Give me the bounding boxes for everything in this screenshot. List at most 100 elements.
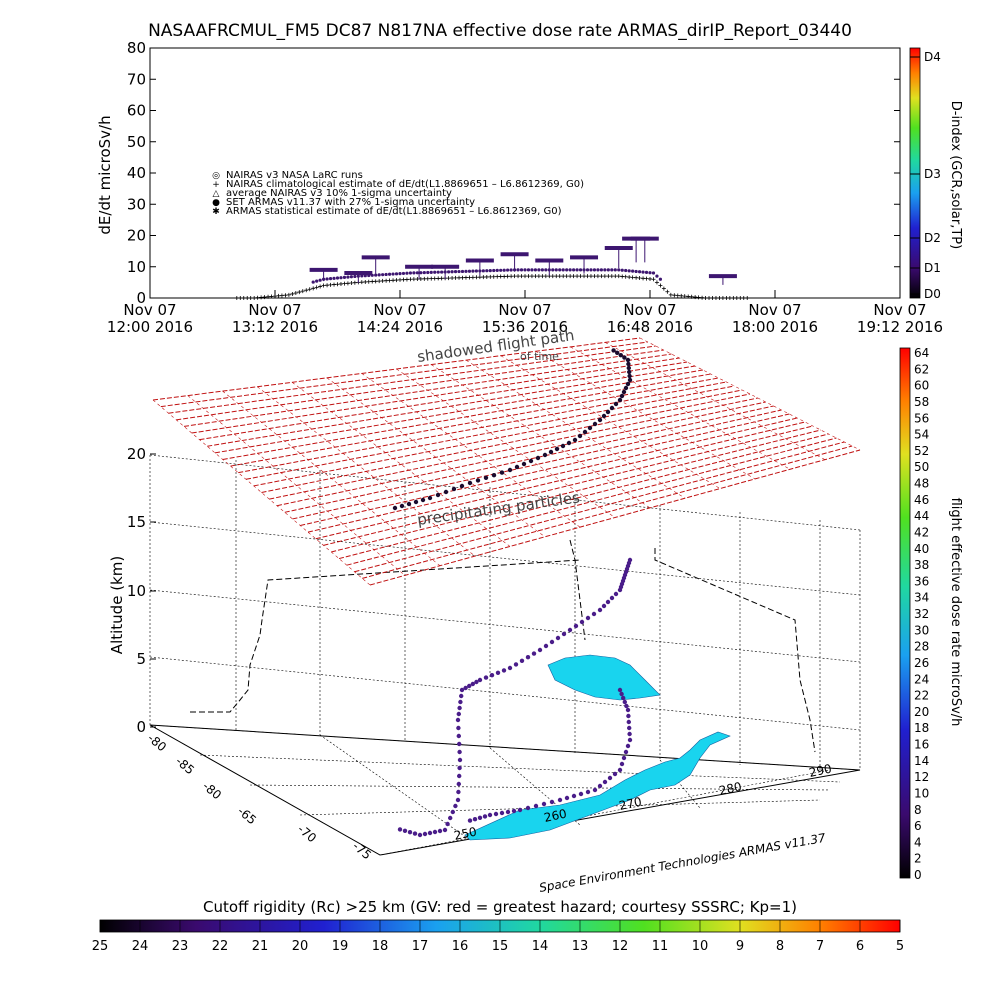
legend-symbol: △ <box>213 189 220 199</box>
flight-track-point <box>567 627 573 633</box>
flight-track-point <box>483 475 489 480</box>
flight-track-point <box>525 805 531 811</box>
flight-track-point <box>456 711 461 717</box>
flight-track-point <box>457 749 462 755</box>
armas-statistic-point <box>398 272 402 276</box>
climatology-point <box>620 274 625 279</box>
altitude-tick-label: 5 <box>136 650 146 668</box>
set-armas-point <box>500 252 529 257</box>
cutoff-tick-label: 5 <box>896 939 904 954</box>
flight-track-point <box>525 655 531 660</box>
armas-statistic-point <box>537 268 541 272</box>
flight-track-point <box>412 831 418 836</box>
climatology-point <box>273 294 277 299</box>
flight-track-point <box>457 757 463 763</box>
climatology-point <box>328 282 333 287</box>
top-panel: dE/dt microSv/h 0 10 20 30 40 50 60 70 80 Nov 07… <box>96 39 963 336</box>
climatology-point <box>429 276 434 281</box>
dose-rate-colorbar-label: flight effective dose rate microSv/h <box>948 498 963 727</box>
dose-rate-tick-label: 60 <box>914 379 929 393</box>
cutoff-rigidity-ticks: 25 24 23 22 21 20 19 18 17 16 15 14 13 12 11 10 9 8 7 6 5 <box>92 920 904 954</box>
climatology-point <box>255 295 260 300</box>
set-armas-point <box>465 258 494 263</box>
climatology-point <box>300 289 305 294</box>
flight-track-point <box>627 377 633 383</box>
red-grid-line <box>269 397 758 500</box>
climatology-point <box>588 274 593 279</box>
climatology-point <box>623 274 628 279</box>
flight-track-point <box>467 683 472 689</box>
climatology-point <box>696 295 701 300</box>
flight-track-point <box>457 773 462 779</box>
flight-track-point <box>611 348 616 353</box>
armas-statistic-point <box>544 268 548 272</box>
dose-rate-tick-label: 22 <box>914 689 929 703</box>
red-grid-line <box>500 355 721 489</box>
flight-track-point <box>472 817 478 822</box>
flight-track-point <box>613 401 619 407</box>
flight-track-point <box>612 771 618 777</box>
climatology-point <box>307 287 312 292</box>
flight-track-point <box>623 749 629 755</box>
climatology-point <box>644 276 649 281</box>
flight-track-point <box>455 797 461 803</box>
top-y-tick-label: 80 <box>127 39 146 57</box>
floor-outline <box>149 724 861 856</box>
armas-statistic-point <box>353 274 357 279</box>
red-grid-line <box>431 364 651 509</box>
red-grid-line <box>191 357 680 434</box>
flight-track-point <box>585 789 591 795</box>
climatology-point <box>637 276 642 280</box>
armas-statistic-point <box>533 268 538 272</box>
climatology-point <box>234 296 239 300</box>
climatology-point <box>543 274 548 279</box>
top-y-tick-label: 0 <box>136 289 146 307</box>
armas-statistic-point <box>551 268 555 272</box>
flight-track-point <box>548 449 554 455</box>
flight-track-point <box>397 827 403 832</box>
climatology-point <box>720 296 725 300</box>
flight-track-point <box>456 725 461 731</box>
armas-statistic-point <box>433 270 437 274</box>
top-y-tick-label: 40 <box>127 164 146 182</box>
climatology-point <box>342 281 347 286</box>
red-grid-line <box>639 337 861 451</box>
red-grid-line <box>465 359 686 499</box>
dose-rate-tick-label: 10 <box>914 786 929 800</box>
flight-track-point <box>459 693 464 699</box>
altitude-tick-label: 10 <box>127 582 146 600</box>
climatology-point <box>314 285 319 290</box>
top-x-tick-time: 18:00 2016 <box>732 318 818 336</box>
climatology-point <box>481 275 486 280</box>
climatology-point <box>741 296 746 300</box>
cutoff-tick-label: 23 <box>172 939 189 954</box>
climatology-point <box>665 289 670 294</box>
climatology-point <box>241 296 246 300</box>
climatology-point <box>467 275 472 280</box>
climatology-point <box>446 276 451 281</box>
red-grid-line <box>338 433 829 560</box>
flight-track-point <box>624 703 629 709</box>
flight-track-point <box>528 458 534 464</box>
climatology-point <box>411 277 416 282</box>
climatology-point <box>384 278 389 283</box>
altitude-axis-label: Altitude (km) <box>108 556 126 654</box>
cutoff-tick-label: 7 <box>816 939 824 954</box>
armas-statistic-point <box>589 268 593 272</box>
climatology-point <box>238 296 243 300</box>
climatology-point <box>745 296 750 300</box>
flight-track-point <box>483 675 489 680</box>
dose-rate-tick-label: 0 <box>914 868 922 882</box>
flight-track-point <box>597 607 603 613</box>
armas-statistic-point <box>436 270 440 274</box>
flight-track-point <box>621 695 626 701</box>
armas-statistic-point <box>328 277 333 281</box>
armas-statistic-point <box>311 280 315 284</box>
climatology-point <box>734 296 739 300</box>
red-grid-line <box>326 377 546 538</box>
climatology-point <box>651 277 656 282</box>
flight-track-point <box>601 603 607 609</box>
dose-rate-tick-label: 38 <box>914 558 929 572</box>
flight-track-point <box>402 828 408 833</box>
climatology-point <box>498 274 503 279</box>
